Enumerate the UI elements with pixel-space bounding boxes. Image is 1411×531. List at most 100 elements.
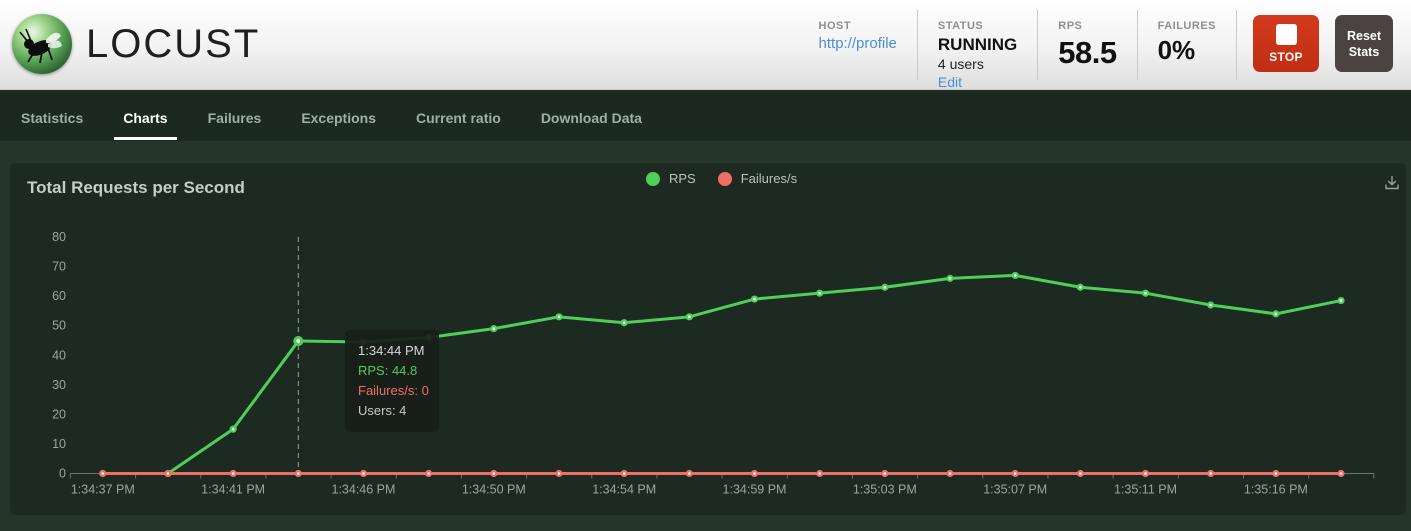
- y-axis-tick-label: 20: [52, 407, 66, 421]
- x-axis-tick-label: 1:34:37 PM: [71, 483, 135, 497]
- tooltip-time: 1:34:44 PM: [358, 343, 425, 358]
- chart-title: Total Requests per Second: [27, 178, 245, 197]
- data-point-center: [753, 297, 756, 301]
- tooltip-users: Users: 4: [358, 403, 407, 418]
- data-point-center: [1209, 472, 1212, 475]
- stop-button-label: STOP: [1269, 49, 1303, 64]
- x-axis-tick-label: 1:35:03 PM: [853, 483, 917, 497]
- host-block: HOST http://profile: [799, 10, 918, 80]
- data-point-center: [1274, 472, 1278, 475]
- data-point-center: [492, 327, 496, 330]
- x-axis-tick-label: 1:34:46 PM: [332, 483, 396, 497]
- rps-label: RPS: [1058, 20, 1083, 32]
- host-link[interactable]: http://profile: [818, 35, 897, 52]
- y-axis-tick-label: 40: [52, 348, 66, 362]
- header-stats: HOST http://profile STATUS RUNNING 4 use…: [799, 0, 1393, 90]
- x-axis-tick-label: 1:35:07 PM: [983, 483, 1047, 497]
- legend-item-failuress[interactable]: Failures/s: [717, 171, 798, 186]
- data-point-center: [1144, 472, 1147, 475]
- data-point-center: [1079, 285, 1082, 289]
- legend-dot-icon: [717, 171, 732, 186]
- failures-value: 0%: [1157, 35, 1196, 65]
- y-axis-tick-label: 70: [52, 260, 66, 274]
- stop-button[interactable]: STOP: [1253, 15, 1319, 72]
- app-title: LOCUST: [86, 21, 261, 66]
- legend-dot-icon: [646, 171, 660, 186]
- x-axis-tick-label: 1:34:41 PM: [201, 483, 265, 497]
- data-point-center: [948, 472, 952, 475]
- data-point-center: [948, 277, 952, 280]
- data-point-center: [1079, 472, 1082, 475]
- data-point-center: [883, 472, 887, 475]
- status-block: STATUS RUNNING 4 users Edit: [918, 10, 1039, 90]
- data-point-center: [557, 472, 561, 475]
- data-point-center: [231, 427, 235, 431]
- data-point-center: [818, 472, 821, 475]
- edit-link[interactable]: Edit: [937, 74, 963, 90]
- tab-charts[interactable]: Charts: [114, 95, 178, 140]
- tab-download-data[interactable]: Download Data: [540, 109, 642, 126]
- header: LOCUST HOST http://profile STATUS RUNNIN…: [0, 0, 1411, 90]
- data-point-center: [297, 472, 300, 475]
- data-point-center: [1144, 291, 1147, 295]
- failures-label: FAILURES: [1157, 20, 1216, 32]
- tooltip-rps: RPS: 44.8: [358, 363, 418, 378]
- data-point-center: [1013, 472, 1017, 475]
- data-point-center: [231, 472, 235, 475]
- data-point-center: [557, 315, 561, 319]
- data-point-center: [492, 472, 496, 475]
- tab-failures[interactable]: Failures: [207, 109, 262, 126]
- status-label: STATUS: [937, 20, 984, 32]
- data-point-center: [296, 339, 301, 343]
- tab-exceptions[interactable]: Exceptions: [301, 109, 377, 126]
- tooltip-failures: Failures/s: 0: [358, 383, 429, 398]
- y-axis-tick-label: 10: [52, 437, 66, 451]
- reset-stats-button[interactable]: Reset Stats: [1335, 15, 1393, 72]
- nav-tabs: Statistics Charts Failures Exceptions Curren…: [0, 91, 1411, 141]
- data-point-center: [1339, 472, 1343, 475]
- legend-item-rps[interactable]: RPS: [646, 171, 696, 186]
- y-axis-tick-label: 0: [59, 467, 66, 481]
- tab-statistics[interactable]: Statistics: [21, 109, 84, 126]
- failures-block: FAILURES 0%: [1138, 10, 1237, 80]
- logo: LOCUST: [12, 14, 260, 74]
- tab-current-ratio[interactable]: Current ratio: [416, 109, 501, 126]
- legend-label: Failures/s: [740, 171, 798, 186]
- locust-logo-icon: [12, 14, 72, 74]
- data-point-center: [166, 472, 170, 475]
- y-axis-tick-label: 80: [52, 230, 66, 244]
- data-point-center: [883, 285, 887, 289]
- data-point-center: [753, 472, 756, 475]
- data-point-center: [1274, 312, 1278, 316]
- download-icon[interactable]: [1382, 173, 1402, 198]
- data-point-center: [622, 472, 626, 475]
- data-point-center: [1339, 299, 1343, 302]
- y-axis-tick-label: 50: [52, 319, 66, 333]
- x-axis-tick-label: 1:35:11 PM: [1114, 483, 1177, 497]
- chart-legend: RPS Failures/s: [646, 171, 809, 186]
- legend-label: RPS: [669, 171, 696, 186]
- x-axis-tick-label: 1:35:16 PM: [1244, 483, 1308, 497]
- data-point-center: [622, 321, 626, 325]
- y-axis-tick-label: 60: [52, 289, 66, 303]
- data-point-center: [1209, 303, 1212, 307]
- rps-chart[interactable]: 0 10 20 30 40 50 60 70 80 1:34:37 PM 1:34:41 PM 1:3…: [10, 163, 1406, 515]
- rps-value: 58.5: [1058, 35, 1117, 70]
- data-point-center: [688, 315, 691, 319]
- x-axis-tick-label: 1:34:50 PM: [462, 483, 526, 497]
- rps-block: RPS 58.5: [1038, 10, 1138, 80]
- data-point-center: [818, 291, 821, 295]
- status-value: RUNNING: [937, 35, 1018, 54]
- stop-square-icon: [1275, 23, 1297, 45]
- data-point-center: [688, 472, 691, 475]
- data-point-center: [362, 472, 365, 475]
- chart-panel: Total Requests per Second RPS Failures/s …: [10, 163, 1406, 515]
- status-users: 4 users: [937, 56, 984, 72]
- x-axis-tick-label: 1:34:59 PM: [723, 483, 787, 497]
- data-point-center: [101, 472, 105, 475]
- x-axis-tick-label: 1:34:54 PM: [592, 483, 656, 497]
- y-axis-tick-label: 30: [52, 378, 66, 392]
- data-point-center: [427, 472, 430, 475]
- host-label: HOST: [818, 20, 852, 32]
- chart-tooltip: 1:34:44 PM RPS: 44.8 Failures/s: 0 Users…: [345, 330, 439, 432]
